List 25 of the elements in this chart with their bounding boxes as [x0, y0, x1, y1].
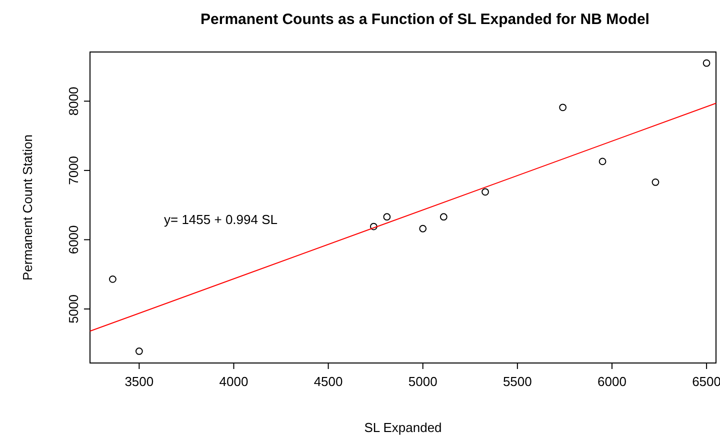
point	[135, 348, 143, 355]
y-tick-label: 6000	[66, 225, 81, 254]
x-tick-label: 4000	[219, 374, 248, 389]
point	[702, 59, 710, 67]
point	[559, 104, 567, 112]
x-tick-label: 5000	[408, 374, 438, 389]
point	[419, 224, 427, 232]
y-tick-label: 7000	[66, 156, 81, 185]
point	[440, 213, 448, 221]
y-axis-title: Permanent Count Station	[20, 134, 35, 280]
x-tick-label: 5500	[502, 374, 532, 389]
x-tick-label: 4500	[314, 374, 343, 389]
point	[370, 222, 378, 230]
y-tick-label: 5000	[66, 294, 81, 324]
chart-title: Permanent Counts as a Function of SL Expanded for NB Model	[200, 11, 650, 28]
point	[652, 178, 660, 186]
annotation: y= 1455 + 0.994 SL	[164, 212, 278, 227]
point	[108, 275, 116, 283]
x-axis-title: SL Expanded	[364, 420, 442, 435]
x-tick-label: 6000	[598, 374, 626, 389]
x-tick-label: 3500	[124, 374, 154, 389]
y-tick-label: 8000	[66, 86, 81, 116]
point	[598, 158, 606, 166]
point	[383, 213, 391, 221]
point	[482, 188, 489, 196]
